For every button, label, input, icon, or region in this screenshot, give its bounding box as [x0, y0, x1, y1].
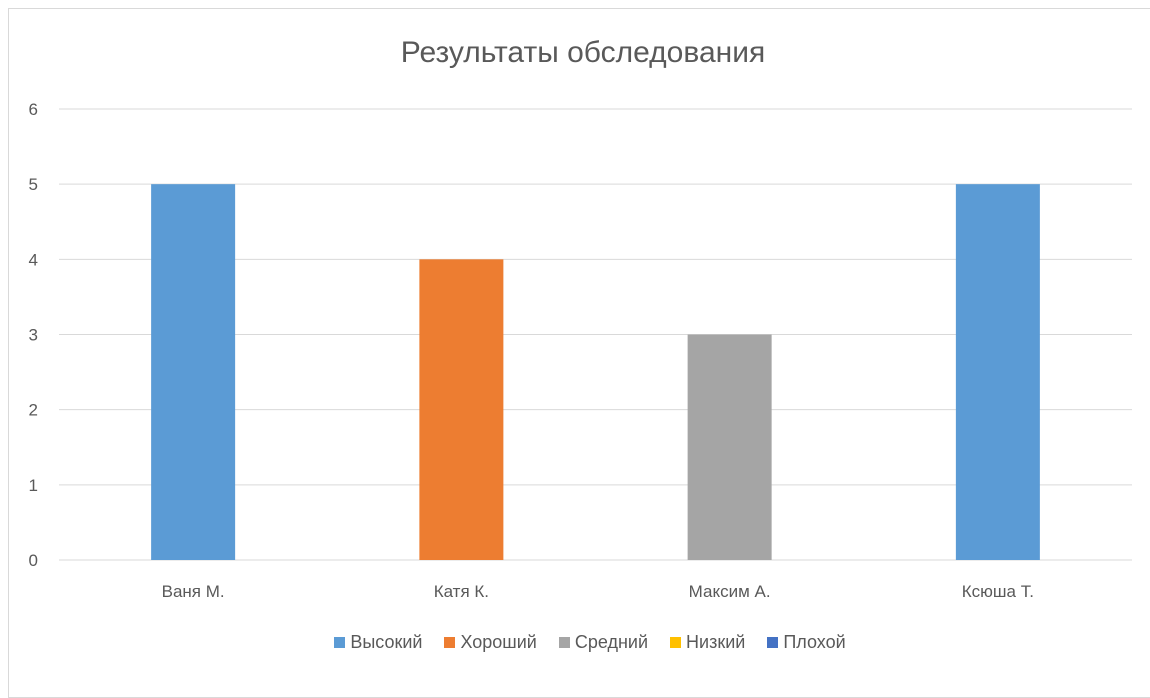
bar [955, 184, 1040, 560]
legend-label: Хороший [460, 632, 537, 652]
legend-label: Низкий [686, 632, 746, 652]
x-tick-label: Катя К. [434, 582, 489, 601]
legend-item: Низкий [670, 632, 745, 653]
legend-item: Плохой [767, 632, 846, 653]
x-tick-label: Ваня М. [162, 582, 225, 601]
x-axis-ticks: Ваня М. Катя К. Максим А. Ксюша Т. [162, 582, 1034, 601]
legend-swatch [334, 637, 346, 648]
y-axis-ticks: 0 1 2 3 4 5 6 [29, 100, 38, 570]
gridlines [59, 108, 1132, 561]
legend-label: Средний [574, 632, 649, 652]
legend-swatch [670, 637, 682, 648]
y-tick-label: 6 [29, 100, 38, 119]
y-tick-label: 3 [29, 326, 38, 345]
legend-swatch [444, 637, 456, 648]
x-tick-label: Максим А. [689, 582, 771, 601]
bar [419, 259, 504, 560]
legend-item: Высокий [334, 632, 422, 653]
chart-title: Результаты обследования [400, 36, 766, 69]
legend-swatch [558, 637, 570, 648]
x-tick-label: Ксюша Т. [962, 582, 1034, 601]
y-tick-label: 5 [29, 175, 38, 194]
legend-item: Хороший [444, 632, 537, 653]
bar-chart: 0 1 2 3 4 5 6 Ваня М. Катя К. Максим А. Ксюша Т. [29, 100, 1132, 601]
legend-label: Плохой [783, 632, 846, 652]
y-tick-label: 2 [29, 401, 38, 420]
bar [151, 184, 236, 560]
legend-item: Средний [558, 632, 649, 653]
y-tick-label: 4 [29, 250, 38, 269]
legend-label: Высокий [350, 632, 423, 652]
legend-swatch [767, 637, 779, 648]
bar [687, 334, 772, 560]
legend: Высокий Хороший Средний Низкий Плохой [0, 632, 1150, 653]
y-tick-label: 0 [29, 551, 38, 570]
bars [151, 184, 1040, 560]
y-tick-label: 1 [29, 476, 38, 495]
